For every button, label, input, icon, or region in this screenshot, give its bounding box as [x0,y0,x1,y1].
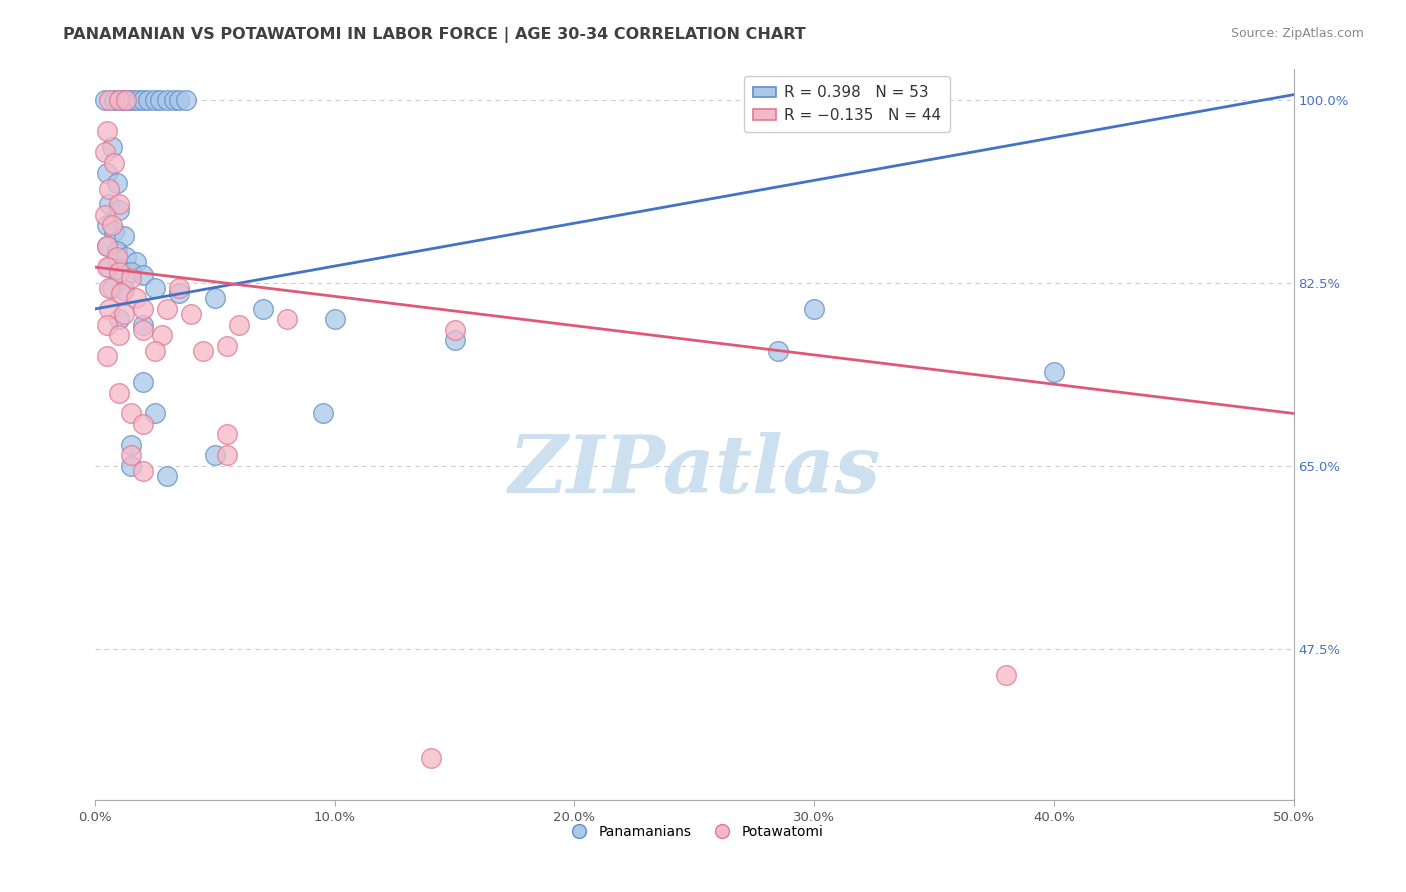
Point [180,307,202,321]
Point [96,260,118,274]
Point [125,255,148,269]
Point [143,343,166,358]
Point [803,301,825,316]
Point [132,464,155,478]
Point [98,197,121,211]
Point [115,93,138,107]
Text: PANAMANIAN VS POTAWATOMI IN LABOR FORCE | AGE 30-34 CORRELATION CHART: PANAMANIAN VS POTAWATOMI IN LABOR FORCE … [63,27,806,43]
Point [120,270,142,285]
Legend: Panamanians, Potawatomi: Panamanians, Potawatomi [560,820,830,845]
Point [96,219,118,233]
Point [127,93,149,107]
Point [419,751,441,765]
Point [96,166,118,180]
Point [98,301,121,316]
Point [108,93,131,107]
Point [96,239,118,253]
Point [98,93,121,107]
Point [1043,365,1066,379]
Point [132,93,155,107]
Point [108,262,131,277]
Point [93,145,115,160]
Point [132,417,155,431]
Point [204,448,226,462]
Point [103,223,125,237]
Point [132,375,155,389]
Point [120,458,142,473]
Point [132,318,155,332]
Point [120,407,142,421]
Point [143,281,166,295]
Point [105,177,128,191]
Point [132,268,155,283]
Point [117,93,139,107]
Point [98,182,121,196]
Point [98,260,121,274]
Point [105,250,128,264]
Point [215,427,238,442]
Point [108,385,131,400]
Point [120,438,142,452]
Point [215,338,238,352]
Point [112,283,135,297]
Point [96,349,118,363]
Point [150,328,173,343]
Point [120,265,142,279]
Point [120,448,142,462]
Point [101,140,124,154]
Point [443,333,465,347]
Point [108,312,131,326]
Point [103,155,125,169]
Point [103,93,125,107]
Point [108,202,131,217]
Point [312,407,335,421]
Point [93,208,115,222]
Point [323,312,346,326]
Point [156,301,179,316]
Point [228,318,250,332]
Point [112,93,135,107]
Point [96,124,118,138]
Point [93,93,115,107]
Point [994,667,1017,681]
Point [132,323,155,337]
Point [112,307,135,321]
Point [132,301,155,316]
Point [125,292,148,306]
Point [167,281,190,295]
Point [96,239,118,253]
Point [156,93,179,107]
Point [96,318,118,332]
Point [143,93,166,107]
Point [108,328,131,343]
Point [252,301,274,316]
Point [98,281,121,295]
Point [443,323,465,337]
Point [167,286,190,301]
Point [174,93,197,107]
Point [101,281,124,295]
Point [276,312,298,326]
Point [143,407,166,421]
Point [115,250,138,264]
Point [191,343,214,358]
Point [108,265,131,279]
Point [204,292,226,306]
Point [766,343,789,358]
Point [215,448,238,462]
Point [163,93,186,107]
Point [136,93,159,107]
Text: ZIPatlas: ZIPatlas [508,433,880,509]
Point [108,197,131,211]
Point [149,93,172,107]
Point [105,244,128,259]
Point [108,93,131,107]
Point [101,219,124,233]
Point [122,93,145,107]
Point [112,228,135,243]
Text: Source: ZipAtlas.com: Source: ZipAtlas.com [1230,27,1364,40]
Point [110,286,132,301]
Point [167,93,190,107]
Point [156,469,179,483]
